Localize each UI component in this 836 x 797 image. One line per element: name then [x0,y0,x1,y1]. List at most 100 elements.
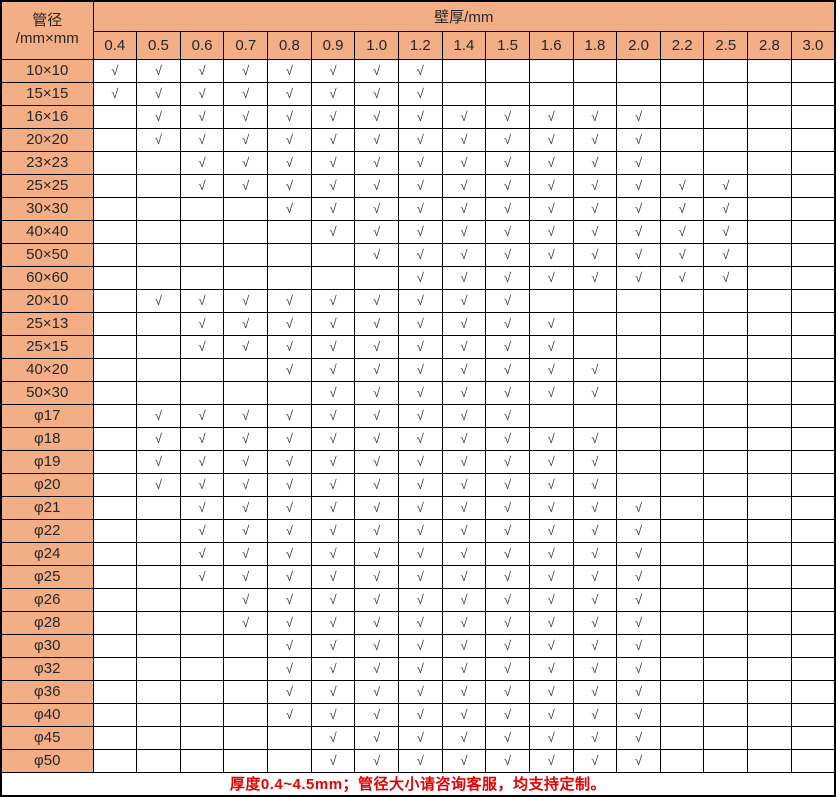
availability-empty-cell [747,564,792,589]
availability-empty-cell [703,81,749,106]
table-row: 30×30 √ √ √ √ √ √ √ √ √ √ √ [0,196,836,221]
availability-empty-cell [136,702,181,727]
footer-row: 厚度0.4~4.5mm；管径大小请咨询客服，均支持定制。 [0,771,836,797]
availability-empty-cell [659,656,705,681]
availability-check-cell: √ [616,725,661,750]
availability-empty-cell [616,357,661,382]
thickness-col-header: 1.5 [485,30,530,60]
pipe-size-row-label: 40×20 [0,357,94,382]
availability-check-cell: √ [397,518,443,543]
availability-empty-cell [92,449,138,474]
pipe-size-row-label: 25×25 [0,173,94,198]
availability-empty-cell [703,495,749,520]
table-row: 20×20 √ √ √ √ √ √ √ √ √ √ √ √ [0,127,836,152]
availability-empty-cell [223,702,269,727]
availability-empty-cell [790,81,836,106]
table-row: φ28 √ √ √ √ √ √ √ √ √ √ [0,610,836,635]
availability-check-cell: √ [397,541,443,566]
availability-empty-cell [572,334,618,359]
availability-check-cell: √ [572,702,618,727]
availability-check-cell: √ [179,449,225,474]
availability-check-cell: √ [223,81,269,106]
availability-empty-cell [136,495,181,520]
availability-check-cell: √ [354,334,399,359]
availability-empty-cell [92,288,138,313]
availability-empty-cell [747,679,792,704]
availability-check-cell: √ [310,541,356,566]
availability-check-cell: √ [441,633,487,658]
availability-empty-cell [92,725,138,750]
availability-check-cell: √ [485,725,530,750]
availability-check-cell: √ [441,495,487,520]
availability-check-cell: √ [267,449,312,474]
availability-check-cell: √ [616,679,661,704]
pipe-size-row-label: φ24 [0,541,94,566]
availability-empty-cell [790,58,836,83]
availability-check-cell: √ [572,150,618,175]
availability-empty-cell [703,541,749,566]
availability-check-cell: √ [528,679,574,704]
thickness-col-header: 0.4 [92,30,138,60]
availability-empty-cell [703,725,749,750]
availability-check-cell: √ [572,679,618,704]
availability-empty-cell [223,633,269,658]
availability-check-cell: √ [136,81,181,106]
table-row: φ50 √ √ √ √ √ √ √ √ [0,748,836,773]
thickness-col-header: 1.4 [441,30,487,60]
availability-check-cell: √ [267,426,312,451]
availability-check-cell: √ [267,58,312,83]
availability-check-cell: √ [267,610,312,635]
availability-check-cell: √ [354,242,399,267]
availability-empty-cell [659,403,705,428]
availability-check-cell: √ [136,104,181,129]
availability-empty-cell [703,679,749,704]
availability-empty-cell [92,311,138,336]
pipe-size-row-label: φ30 [0,633,94,658]
availability-empty-cell [790,472,836,497]
availability-check-cell: √ [441,725,487,750]
availability-check-cell: √ [397,173,443,198]
availability-check-cell: √ [223,495,269,520]
availability-check-cell: √ [528,150,574,175]
availability-empty-cell [790,288,836,313]
availability-check-cell: √ [528,587,574,612]
availability-check-cell: √ [572,472,618,497]
availability-empty-cell [790,357,836,382]
availability-check-cell: √ [179,541,225,566]
availability-check-cell: √ [136,426,181,451]
availability-check-cell: √ [528,104,574,129]
table-row: 40×20 √ √ √ √ √ √ √ √ [0,357,836,382]
availability-check-cell: √ [354,219,399,244]
availability-empty-cell [92,150,138,175]
availability-empty-cell [747,449,792,474]
pipe-size-row-label: 20×20 [0,127,94,152]
availability-empty-cell [790,541,836,566]
availability-check-cell: √ [528,311,574,336]
availability-empty-cell [790,311,836,336]
table-row: 20×10 √ √ √ √ √ √ √ √ √ [0,288,836,313]
availability-check-cell: √ [616,127,661,152]
availability-empty-cell [790,426,836,451]
availability-check-cell: √ [223,311,269,336]
availability-empty-cell [659,518,705,543]
pipe-size-row-label: 10×10 [0,58,94,83]
availability-empty-cell [659,541,705,566]
availability-empty-cell [703,104,749,129]
availability-empty-cell [659,81,705,106]
table-row: φ25 √ √ √ √ √ √ √ √ √ √ √ [0,564,836,589]
availability-empty-cell [136,150,181,175]
availability-empty-cell [747,426,792,451]
availability-empty-cell [136,656,181,681]
availability-check-cell: √ [179,564,225,589]
availability-check-cell: √ [354,725,399,750]
availability-check-cell: √ [572,173,618,198]
availability-empty-cell [528,58,574,83]
availability-empty-cell [485,58,530,83]
availability-check-cell: √ [572,426,618,451]
availability-check-cell: √ [223,518,269,543]
availability-check-cell: √ [485,380,530,405]
availability-check-cell: √ [441,196,487,221]
availability-empty-cell [747,541,792,566]
availability-empty-cell [790,173,836,198]
availability-empty-cell [616,58,661,83]
